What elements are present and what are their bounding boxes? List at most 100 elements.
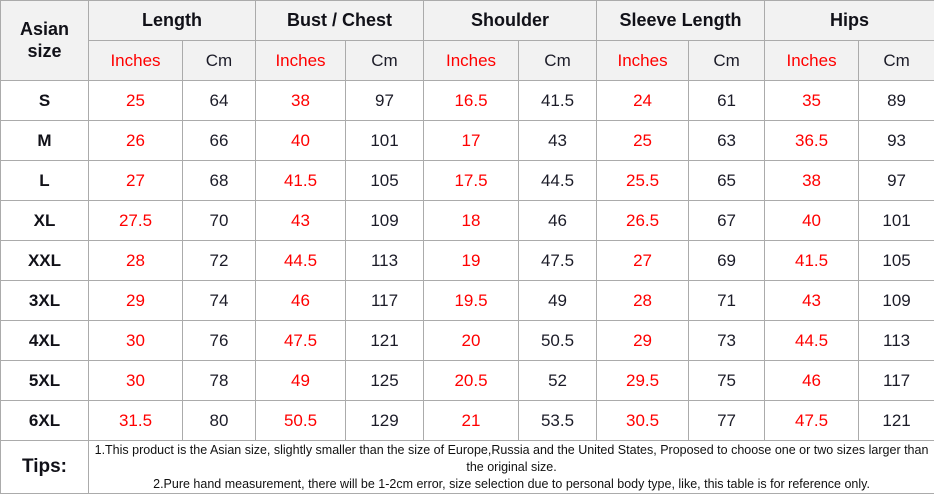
value-cm: 125 [346, 361, 424, 401]
value-cm: 113 [346, 241, 424, 281]
value-inches: 29 [89, 281, 183, 321]
value-cm: 97 [346, 81, 424, 121]
unit-header-inches: Inches [597, 41, 689, 81]
value-cm: 101 [859, 201, 934, 241]
value-inches: 43 [765, 281, 859, 321]
value-inches: 40 [765, 201, 859, 241]
value-cm: 67 [689, 201, 765, 241]
value-inches: 46 [765, 361, 859, 401]
value-cm: 50.5 [519, 321, 597, 361]
tips-line-2: 2.Pure hand measurement, there will be 1… [89, 476, 934, 493]
value-cm: 80 [183, 401, 256, 441]
value-cm: 74 [183, 281, 256, 321]
value-inches: 44.5 [765, 321, 859, 361]
group-header-bust-chest: Bust / Chest [256, 1, 424, 41]
size-label: L [1, 161, 89, 201]
size-label: 3XL [1, 281, 89, 321]
value-cm: 70 [183, 201, 256, 241]
group-header-shoulder: Shoulder [424, 1, 597, 41]
value-inches: 36.5 [765, 121, 859, 161]
value-cm: 72 [183, 241, 256, 281]
value-inches: 29 [597, 321, 689, 361]
value-cm: 61 [689, 81, 765, 121]
value-inches: 24 [597, 81, 689, 121]
value-cm: 109 [859, 281, 934, 321]
value-inches: 19 [424, 241, 519, 281]
value-inches: 26 [89, 121, 183, 161]
value-cm: 46 [519, 201, 597, 241]
value-inches: 30 [89, 361, 183, 401]
value-inches: 18 [424, 201, 519, 241]
value-cm: 65 [689, 161, 765, 201]
value-inches: 44.5 [256, 241, 346, 281]
group-header-sleeve-length: Sleeve Length [597, 1, 765, 41]
value-inches: 47.5 [256, 321, 346, 361]
value-cm: 44.5 [519, 161, 597, 201]
value-inches: 27 [597, 241, 689, 281]
value-inches: 30 [89, 321, 183, 361]
value-inches: 20.5 [424, 361, 519, 401]
unit-header-row: Inches Cm Inches Cm Inches Cm Inches Cm … [1, 41, 934, 81]
group-header-row: Asian size Length Bust / Chest Shoulder … [1, 1, 934, 41]
value-cm: 52 [519, 361, 597, 401]
tips-label: Tips: [1, 441, 89, 494]
value-inches: 38 [765, 161, 859, 201]
unit-header-inches: Inches [89, 41, 183, 81]
value-inches: 38 [256, 81, 346, 121]
value-inches: 35 [765, 81, 859, 121]
value-cm: 97 [859, 161, 934, 201]
value-cm: 105 [859, 241, 934, 281]
value-inches: 26.5 [597, 201, 689, 241]
value-cm: 69 [689, 241, 765, 281]
value-cm: 89 [859, 81, 934, 121]
tips-line-1: 1.This product is the Asian size, slight… [89, 442, 934, 476]
unit-header-cm: Cm [519, 41, 597, 81]
value-inches: 40 [256, 121, 346, 161]
value-cm: 129 [346, 401, 424, 441]
value-inches: 25.5 [597, 161, 689, 201]
value-inches: 49 [256, 361, 346, 401]
value-cm: 117 [346, 281, 424, 321]
unit-header-inches: Inches [256, 41, 346, 81]
value-cm: 68 [183, 161, 256, 201]
value-cm: 78 [183, 361, 256, 401]
value-cm: 113 [859, 321, 934, 361]
value-inches: 25 [89, 81, 183, 121]
value-cm: 63 [689, 121, 765, 161]
value-inches: 43 [256, 201, 346, 241]
value-inches: 47.5 [765, 401, 859, 441]
unit-header-inches: Inches [765, 41, 859, 81]
value-cm: 73 [689, 321, 765, 361]
size-label: 6XL [1, 401, 89, 441]
value-inches: 50.5 [256, 401, 346, 441]
value-cm: 77 [689, 401, 765, 441]
value-inches: 19.5 [424, 281, 519, 321]
value-cm: 47.5 [519, 241, 597, 281]
value-inches: 16.5 [424, 81, 519, 121]
tips-row: Tips: 1.This product is the Asian size, … [1, 441, 934, 494]
value-inches: 41.5 [765, 241, 859, 281]
unit-header-inches: Inches [424, 41, 519, 81]
unit-header-cm: Cm [859, 41, 934, 81]
value-cm: 53.5 [519, 401, 597, 441]
value-inches: 17.5 [424, 161, 519, 201]
value-cm: 101 [346, 121, 424, 161]
corner-header-asian-size: Asian size [1, 1, 89, 81]
size-label: 4XL [1, 321, 89, 361]
value-inches: 28 [597, 281, 689, 321]
value-inches: 30.5 [597, 401, 689, 441]
value-cm: 93 [859, 121, 934, 161]
value-inches: 25 [597, 121, 689, 161]
unit-header-cm: Cm [346, 41, 424, 81]
value-inches: 27 [89, 161, 183, 201]
